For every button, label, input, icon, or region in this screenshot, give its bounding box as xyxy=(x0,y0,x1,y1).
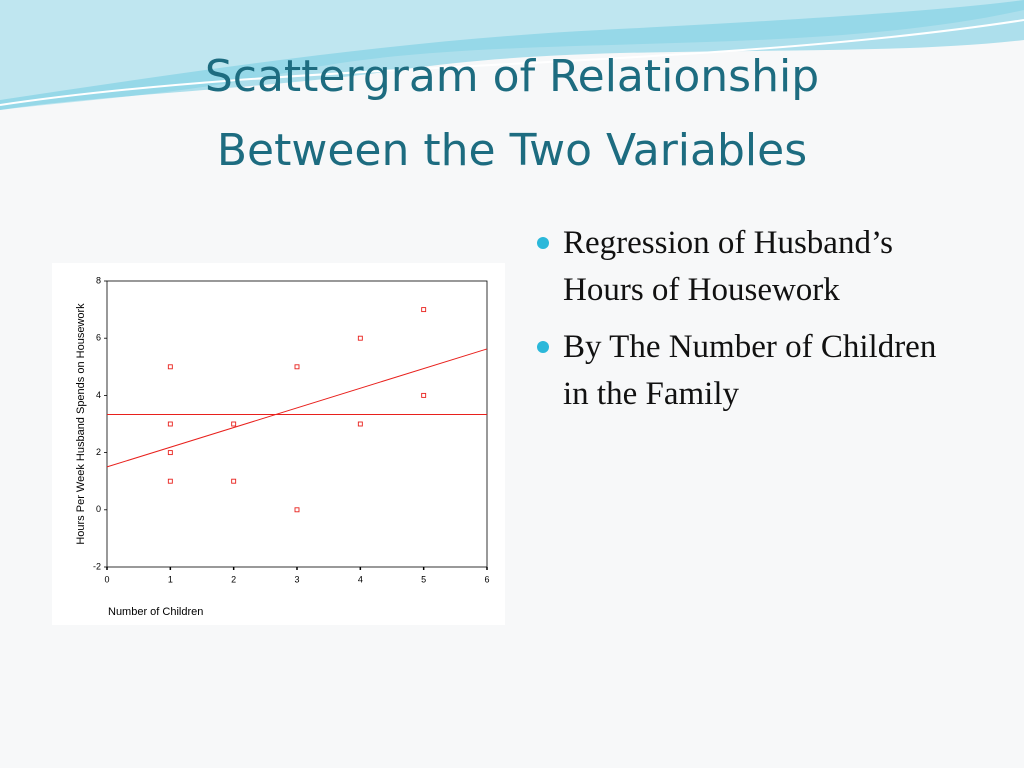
y-tick-label: 0 xyxy=(96,504,101,514)
bullet-list: Regression of Husband’s Hours of Housewo… xyxy=(532,220,972,428)
plot-background xyxy=(52,263,505,625)
point xyxy=(294,507,300,513)
x-tick-label: 1 xyxy=(168,574,173,584)
x-tick-label: 4 xyxy=(358,574,363,584)
y-tick-label: 8 xyxy=(96,275,101,285)
bullet: By The Number of Children in the Family xyxy=(532,324,953,418)
point xyxy=(231,478,237,484)
x-tick-label: 6 xyxy=(484,574,489,584)
regression-line xyxy=(106,348,488,468)
x-tick-label: 3 xyxy=(294,574,299,584)
swoosh xyxy=(0,0,1024,110)
bullet: Regression of Husband’s Hours of Housewo… xyxy=(532,220,953,314)
slide-title: Scattergram of Relationship Between the T… xyxy=(0,40,1024,188)
y-axis-label: Hours Per Week Husband Spends on Housewo… xyxy=(75,303,87,545)
point xyxy=(231,421,237,427)
y-tick-label: 2 xyxy=(96,447,101,457)
y-tick-label: 4 xyxy=(96,390,101,400)
swoosh-line xyxy=(0,19,1024,106)
point xyxy=(167,450,173,456)
x-axis-label: Number of Children xyxy=(108,606,203,618)
x-tick-label: 2 xyxy=(231,574,236,584)
y-tick-label: -2 xyxy=(93,561,101,571)
point xyxy=(167,478,173,484)
point xyxy=(357,421,363,427)
point xyxy=(357,335,363,341)
x-tick-label: 5 xyxy=(421,574,426,584)
title-line: Scattergram of Relationship xyxy=(204,51,820,102)
x-tick-label: 0 xyxy=(104,574,109,584)
y-tick-label: 6 xyxy=(96,333,101,343)
point xyxy=(167,421,173,427)
point xyxy=(167,364,173,370)
point xyxy=(421,307,427,313)
point xyxy=(421,392,427,398)
point xyxy=(294,364,300,370)
title-line: Between the Two Variables xyxy=(216,125,808,176)
